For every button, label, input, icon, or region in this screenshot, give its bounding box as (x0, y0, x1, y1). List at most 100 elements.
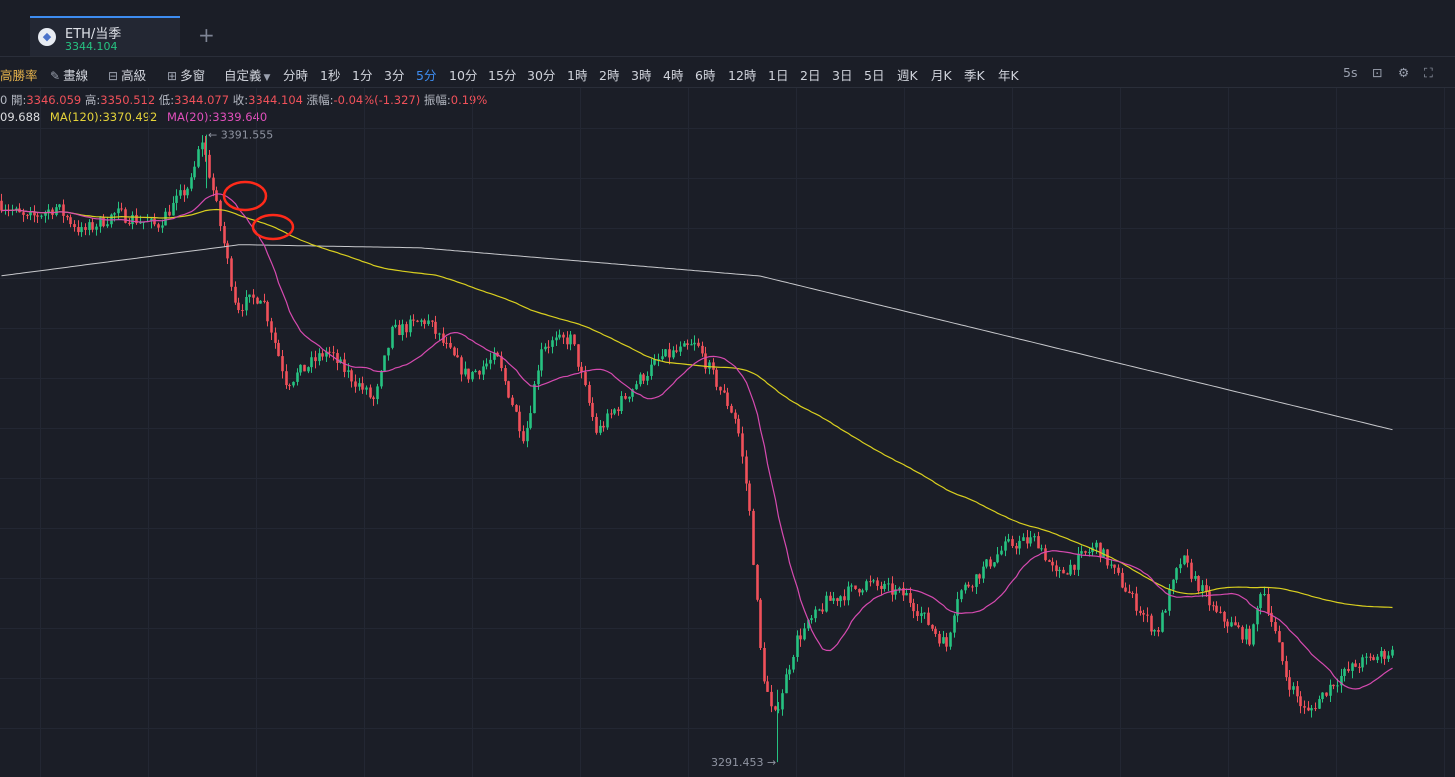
interval-3m[interactable]: 3分 (384, 68, 405, 83)
interval-15m[interactable]: 15分 (488, 68, 517, 83)
candle-body (599, 425, 602, 433)
interval-3d[interactable]: 3日 (832, 68, 853, 83)
candle-body (230, 258, 233, 287)
candle-body (712, 362, 715, 370)
interval-week[interactable]: 週K (897, 68, 918, 83)
interval-quarter[interactable]: 季K (964, 68, 985, 83)
candle-body (781, 693, 784, 710)
custom-dropdown[interactable]: 自定義 ▼ (224, 65, 270, 84)
candle-body (252, 294, 255, 298)
candle-body (314, 357, 317, 362)
candle-body (756, 564, 759, 600)
candlestick-chart[interactable]: ← 3391.555 3291.453 → (0, 88, 1455, 777)
candle-body (1325, 692, 1328, 696)
candle-body (730, 405, 733, 413)
screenshot-icon[interactable]: ⊡ (1372, 65, 1383, 80)
change-value: -0.04%(-1.327) (333, 93, 421, 107)
settings-icon[interactable]: ⚙ (1398, 65, 1410, 80)
candle-body (529, 413, 532, 428)
interval-year[interactable]: 年K (998, 68, 1019, 83)
candle-body (566, 337, 569, 345)
candle-body (792, 656, 795, 670)
interval-6h[interactable]: 6時 (695, 68, 716, 83)
interval-4h[interactable]: 4時 (663, 68, 684, 83)
candle-body (1095, 542, 1098, 548)
ma-legend: 09.688 MA(120):3370.492 MA(20):3339.640 (0, 110, 267, 124)
candle-body (332, 352, 335, 354)
candle-body (803, 628, 806, 640)
candle-body (697, 342, 700, 346)
add-tab-button[interactable]: + (198, 23, 215, 47)
candle-body (788, 669, 791, 675)
candle-body (942, 637, 945, 644)
candle-body (1303, 706, 1306, 708)
candle-body (500, 356, 503, 369)
candle-body (310, 357, 313, 368)
interval-10m[interactable]: 10分 (449, 68, 478, 83)
candle-body (186, 188, 189, 196)
candle-body (1380, 651, 1383, 657)
candle-body (679, 346, 682, 352)
candle-body (766, 681, 769, 692)
interval-1h[interactable]: 1時 (567, 68, 588, 83)
candle-body (938, 633, 941, 644)
candle-body (95, 226, 98, 230)
candle-body (296, 372, 299, 382)
advanced-button[interactable]: ⊟ 高級 (108, 65, 146, 84)
interval-month[interactable]: 月K (931, 68, 952, 83)
candle-body (839, 596, 842, 602)
candle-body (1044, 548, 1047, 561)
candle-body (73, 224, 76, 228)
interval-timeline[interactable]: 分時 (283, 68, 309, 83)
candle-body (460, 357, 463, 375)
candle-body (515, 405, 518, 412)
candle-body (1259, 594, 1262, 609)
refresh-interval-button[interactable]: 5s (1343, 65, 1358, 80)
interval-2d[interactable]: 2日 (800, 68, 821, 83)
candle-body (157, 224, 160, 228)
candle-body (274, 332, 277, 343)
candle-body (551, 340, 554, 347)
candle-body (577, 344, 580, 367)
candle-body (1219, 611, 1222, 613)
interval-1s[interactable]: 1秒 (320, 68, 341, 83)
candle-body (1205, 585, 1208, 592)
candle-body (292, 381, 295, 386)
interval-30m[interactable]: 30分 (527, 68, 556, 83)
tab-eth-quarterly[interactable]: ◆ ETH/当季 3344.104 (30, 16, 180, 56)
high-win-rate-button[interactable]: 高勝率 (0, 68, 38, 83)
interval-1m[interactable]: 1分 (352, 68, 373, 83)
candle-body (1142, 613, 1145, 615)
candle-body (131, 215, 134, 225)
candle-body (270, 321, 273, 333)
candle-body (1336, 685, 1339, 687)
interval-3h[interactable]: 3時 (631, 68, 652, 83)
candle-body (1274, 622, 1277, 632)
multi-window-button[interactable]: ⊞ 多窗 (167, 65, 205, 84)
candle-body (967, 584, 970, 587)
candle-body (128, 222, 131, 225)
candle-body (624, 396, 627, 399)
candle-body (420, 320, 423, 322)
multi-window-label: 多窗 (180, 68, 206, 83)
candle-body (80, 227, 83, 233)
candle-body (595, 416, 598, 433)
interval-12h[interactable]: 12時 (728, 68, 757, 83)
draw-button[interactable]: ✎ 畫線 (50, 65, 88, 84)
custom-label: 自定義 (224, 68, 262, 83)
fullscreen-icon[interactable]: ⛶ (1424, 65, 1433, 80)
candle-body (555, 337, 558, 341)
interval-5d[interactable]: 5日 (864, 68, 885, 83)
draw-label: 畫線 (63, 68, 89, 83)
candle-body (1073, 564, 1076, 570)
candle-body (223, 226, 226, 244)
candle-body (770, 691, 773, 707)
candle-body (639, 374, 642, 385)
candle-body (745, 456, 748, 484)
interval-5m[interactable]: 5分 (416, 68, 437, 83)
interval-1d[interactable]: 1日 (768, 68, 789, 83)
candle-body (1066, 573, 1069, 575)
candle-body (372, 397, 375, 400)
interval-2h[interactable]: 2時 (599, 68, 620, 83)
candle-body (1110, 564, 1113, 566)
